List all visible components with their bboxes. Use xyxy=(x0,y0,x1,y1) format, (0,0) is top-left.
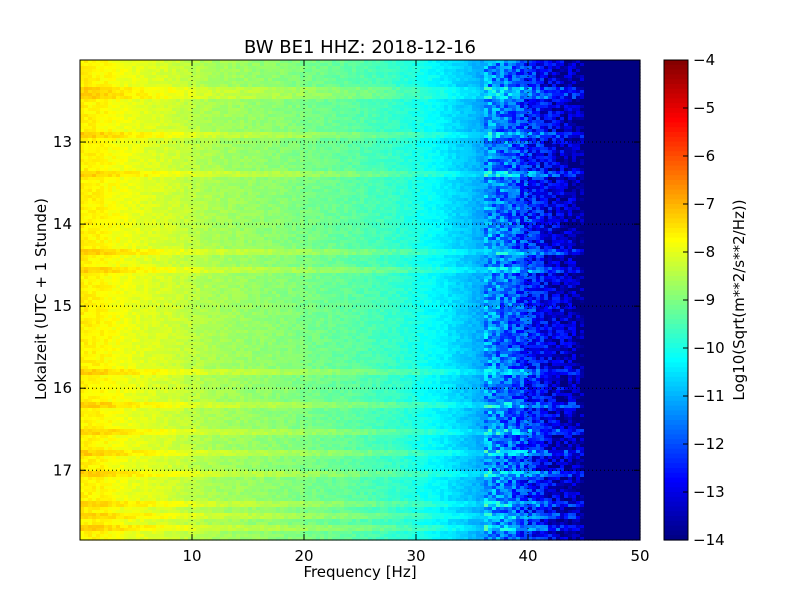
chart-title: BW BE1 HHZ: 2018-12-16 xyxy=(244,37,476,58)
heatmap-cells xyxy=(80,60,641,541)
